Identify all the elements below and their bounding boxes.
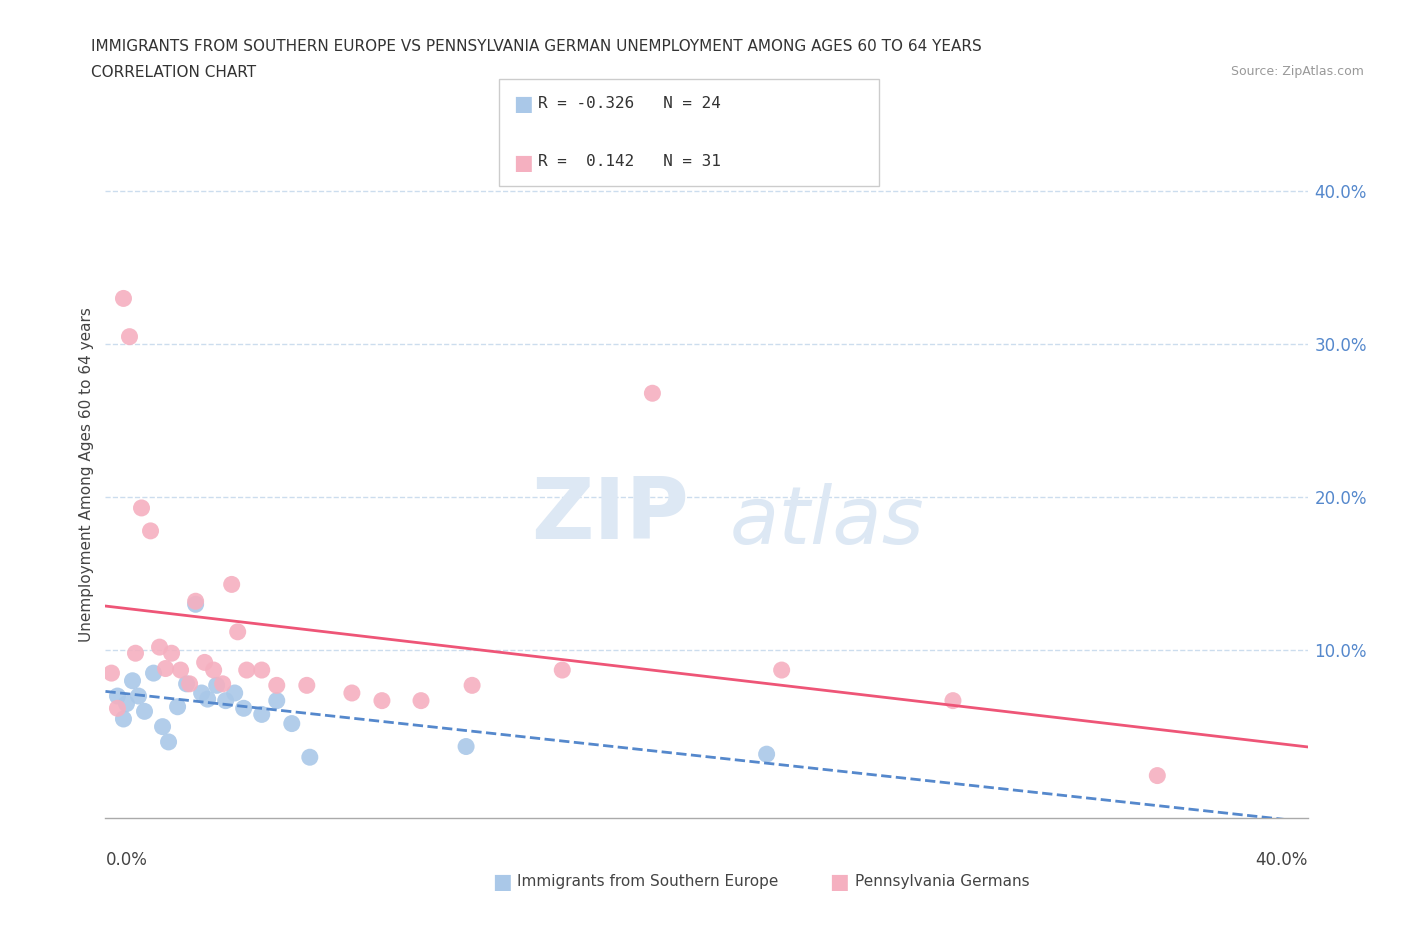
Text: 40.0%: 40.0% [1256, 851, 1308, 869]
Point [131, 500, 153, 515]
Point [134, 704, 156, 719]
Point [211, 676, 233, 691]
Point [184, 597, 207, 612]
Point [641, 386, 664, 401]
Point [371, 693, 394, 708]
Text: Immigrants from Southern Europe: Immigrants from Southern Europe [517, 874, 779, 889]
Point [112, 291, 135, 306]
Text: R = -0.326   N = 24: R = -0.326 N = 24 [538, 96, 721, 111]
Point [112, 711, 135, 726]
Point [169, 662, 191, 677]
Point [214, 693, 236, 708]
Point [340, 685, 363, 700]
Point [235, 662, 257, 677]
Text: Source: ZipAtlas.com: Source: ZipAtlas.com [1230, 65, 1364, 78]
Point [755, 747, 778, 762]
Point [551, 662, 574, 677]
Point [266, 693, 288, 708]
Text: atlas: atlas [730, 484, 924, 562]
Point [115, 697, 138, 711]
Point [205, 678, 228, 693]
Point [139, 524, 162, 538]
Point [118, 329, 141, 344]
Text: ■: ■ [830, 871, 849, 892]
Text: R =  0.142   N = 31: R = 0.142 N = 31 [538, 154, 721, 169]
Point [190, 685, 212, 700]
Point [107, 688, 129, 703]
Text: 0.0%: 0.0% [105, 851, 148, 869]
Point [100, 666, 122, 681]
Point [266, 678, 288, 693]
Point [221, 577, 243, 591]
Point [179, 676, 201, 691]
Y-axis label: Unemployment Among Ages 60 to 64 years: Unemployment Among Ages 60 to 64 years [79, 307, 94, 642]
Point [226, 624, 249, 639]
Text: ZIP: ZIP [531, 474, 689, 557]
Point [454, 739, 477, 754]
Point [461, 678, 484, 693]
Text: ■: ■ [492, 871, 512, 892]
Point [128, 688, 150, 703]
Point [124, 645, 146, 660]
Point [166, 699, 188, 714]
Point [121, 673, 143, 688]
Point [107, 701, 129, 716]
Point [197, 692, 219, 707]
Point [202, 662, 225, 677]
Text: ■: ■ [513, 153, 533, 173]
Point [155, 661, 177, 676]
Text: IMMIGRANTS FROM SOUTHERN EUROPE VS PENNSYLVANIA GERMAN UNEMPLOYMENT AMONG AGES 6: IMMIGRANTS FROM SOUTHERN EUROPE VS PENNS… [91, 39, 983, 54]
Point [298, 750, 321, 764]
Point [232, 701, 254, 716]
Point [295, 678, 318, 693]
Text: CORRELATION CHART: CORRELATION CHART [91, 65, 256, 80]
Point [148, 640, 170, 655]
Point [224, 685, 246, 700]
Point [160, 645, 183, 660]
Point [250, 707, 273, 722]
Point [409, 693, 432, 708]
Point [142, 666, 165, 681]
Point [157, 735, 180, 750]
Text: ■: ■ [513, 94, 533, 114]
Point [770, 662, 793, 677]
Point [942, 693, 965, 708]
Text: Pennsylvania Germans: Pennsylvania Germans [855, 874, 1029, 889]
Point [194, 655, 217, 670]
Point [152, 719, 174, 734]
Point [184, 593, 207, 608]
Point [281, 716, 304, 731]
Point [1146, 768, 1168, 783]
Point [250, 662, 273, 677]
Point [176, 676, 198, 691]
